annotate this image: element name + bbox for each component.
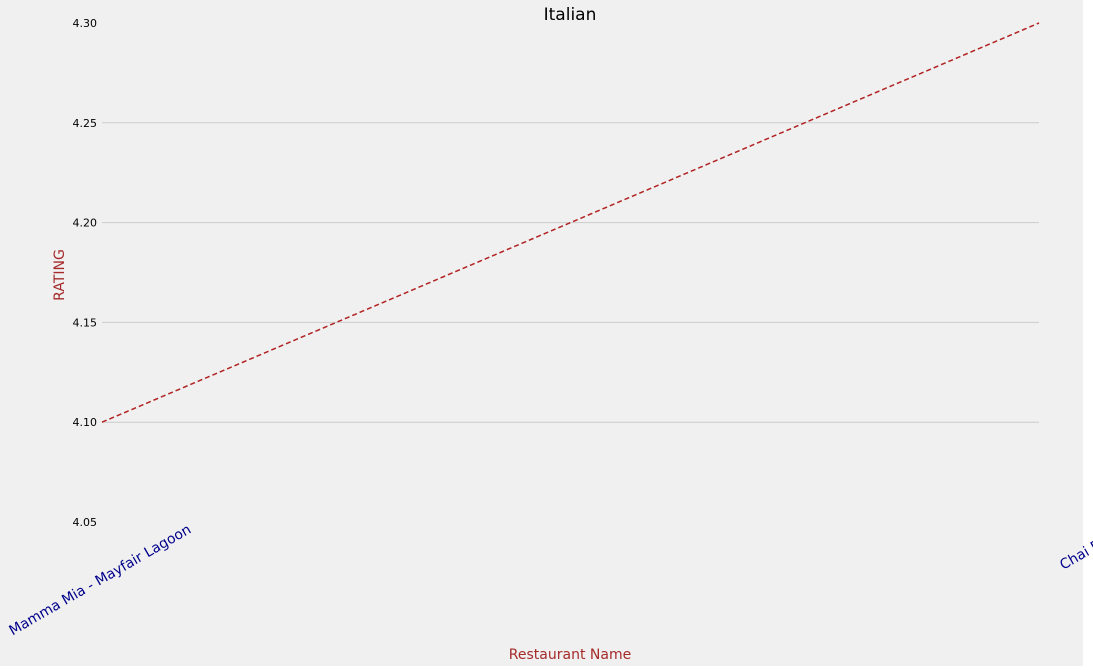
y-tick-label: 4.30 [73, 17, 98, 30]
series-line [101, 22, 1040, 423]
x-axis-label: Restaurant Name [509, 647, 631, 663]
y-tick-label: 4.10 [73, 416, 98, 429]
y-axis-ticks: 4.05 4.10 4.15 4.20 4.25 4.30 [73, 17, 98, 529]
grid-lines [102, 122, 1039, 423]
y-axis-label: RATING [52, 249, 68, 301]
chart-title: Italian [544, 5, 597, 25]
y-tick-label: 4.05 [73, 516, 98, 529]
y-tick-label: 4.20 [73, 217, 98, 230]
y-tick-label: 4.15 [73, 316, 98, 329]
y-tick-label: 4.25 [73, 117, 98, 130]
series-group [101, 22, 1040, 423]
